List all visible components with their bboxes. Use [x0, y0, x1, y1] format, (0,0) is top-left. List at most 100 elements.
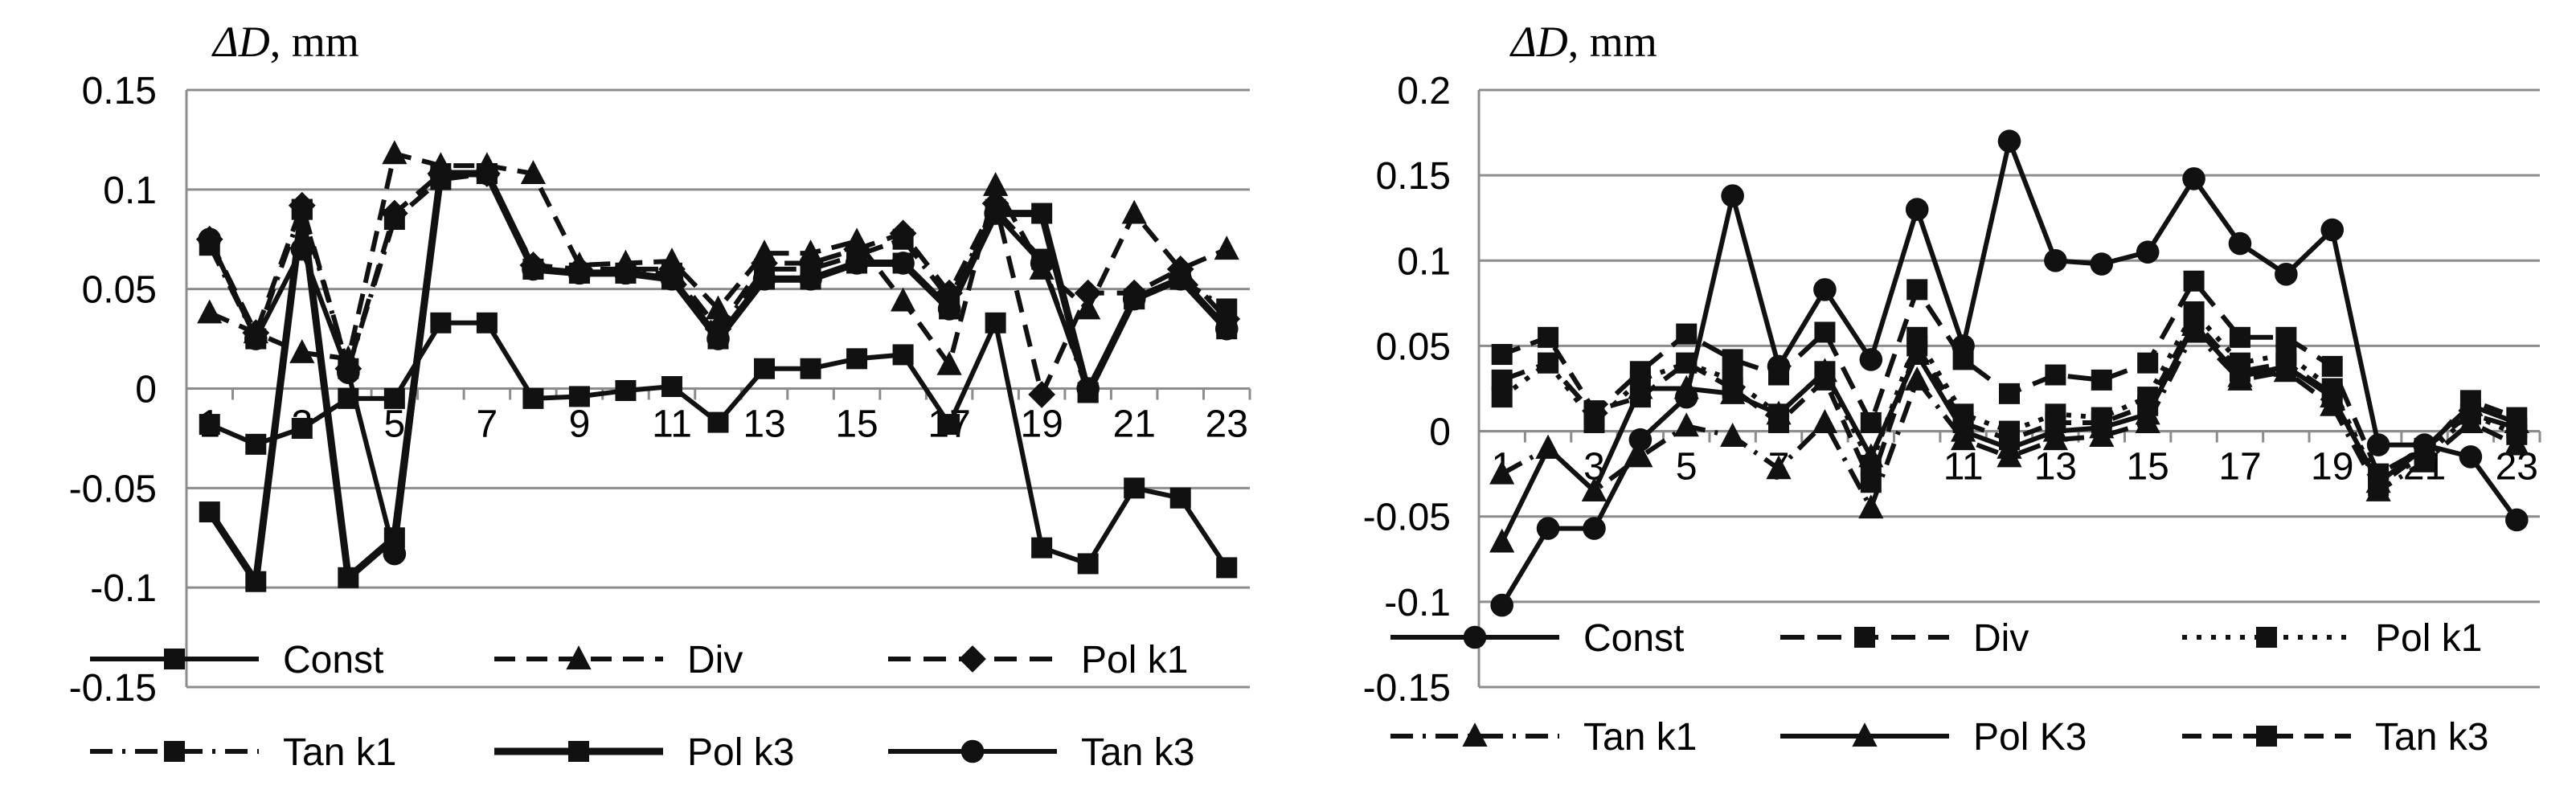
data-point: [2045, 364, 2066, 386]
series-tan-k3: [198, 162, 1239, 566]
data-point: [846, 348, 868, 370]
legend-entry-tan-k1: Tan k1: [90, 731, 396, 774]
data-point: [661, 376, 682, 398]
data-point: [2320, 218, 2345, 242]
legend-entry-tan-k1: Tan k1: [1390, 716, 1697, 759]
data-point: [2182, 167, 2205, 190]
legend-label: Pol K3: [1973, 716, 2087, 759]
legend: Const Div Pol k1 Tan k1 Pol k3 Tan k3: [90, 639, 1194, 774]
data-point: [1768, 364, 1790, 386]
legend-label: Const: [1583, 617, 1684, 660]
x-tick-label: 21: [1113, 403, 1156, 446]
data-point: [2183, 309, 2205, 331]
data-point: [1813, 278, 1837, 301]
data-point: [1031, 537, 1053, 559]
data-point: [754, 358, 776, 379]
data-point: [430, 312, 452, 334]
data-point: [1999, 383, 2020, 404]
data-point: [568, 386, 590, 407]
data-point: [1628, 428, 1652, 452]
data-point: [1722, 349, 1743, 370]
data-point: [707, 411, 729, 433]
data-point: [1535, 434, 1561, 459]
data-point: [383, 208, 405, 230]
data-point: [2091, 369, 2112, 391]
data-point: [983, 171, 1009, 196]
data-point: [2275, 262, 2298, 286]
data-point: [522, 257, 545, 281]
data-point: [1722, 378, 1743, 399]
data-point: [2137, 395, 2159, 416]
data-point: [1673, 374, 1699, 399]
chart-title-symbol: ΔD: [211, 18, 270, 66]
data-point: [1581, 477, 1607, 501]
data-point: [198, 227, 222, 252]
data-point: [1124, 477, 1145, 499]
data-point: [1583, 400, 1605, 422]
data-point: [245, 433, 267, 455]
data-point: [939, 414, 960, 436]
right-chart-panel: ΔD, mm0.20.150.10.050-0.05-0.1-0.1513579…: [1363, 18, 2541, 759]
data-point: [1906, 279, 1928, 301]
data-point: [2183, 270, 2205, 292]
data-point: [614, 261, 637, 285]
data-point: [891, 252, 915, 275]
legend-entry-tan-k3: Tan k3: [2182, 716, 2488, 759]
series-line: [207, 171, 1229, 557]
data-point: [1720, 423, 1746, 447]
chart-title: ΔD, mm: [1509, 18, 1657, 66]
data-point: [2505, 508, 2529, 532]
y-tick-label: 0.2: [1397, 70, 1451, 113]
data-point: [1489, 460, 1515, 485]
chart-title-unit: , mm: [270, 18, 359, 66]
legend-marker: [164, 741, 185, 762]
legend-marker: [1463, 625, 1487, 649]
data-point: [845, 252, 869, 275]
legend-label: Div: [1973, 617, 2029, 660]
data-point: [429, 162, 453, 186]
data-point: [1676, 323, 1698, 345]
legend-label: Pol k1: [1081, 639, 1188, 681]
y-tick-label: 0.1: [1397, 240, 1451, 283]
data-point: [1814, 321, 1836, 343]
data-point: [2136, 240, 2160, 264]
legend-entry-pol-k1: Pol k1: [2182, 617, 2482, 660]
legend-marker: [568, 741, 589, 762]
data-point: [2459, 390, 2481, 411]
legend-label: Tan k3: [2375, 716, 2488, 759]
data-point: [2091, 411, 2112, 433]
data-point: [1814, 369, 1836, 391]
y-tick-label: -0.15: [69, 667, 157, 710]
legend-entry-pol-k3: Pol k3: [494, 731, 794, 774]
data-point: [1721, 184, 1744, 207]
data-point: [1214, 317, 1239, 341]
data-point: [799, 267, 822, 291]
data-point: [1489, 528, 1515, 553]
y-tick-label: 0.1: [103, 170, 157, 212]
data-point: [1169, 487, 1191, 509]
data-point: [1028, 381, 1056, 408]
data-point: [985, 312, 1006, 334]
data-point: [2228, 231, 2252, 256]
legend-marker: [960, 739, 985, 763]
data-point: [1860, 411, 1882, 433]
y-tick-label: 0: [135, 369, 157, 411]
legend-entry-div: Div: [494, 639, 743, 681]
data-point: [1768, 411, 1790, 433]
x-tick-label: 19: [1020, 403, 1063, 446]
data-point: [2459, 445, 2483, 469]
data-point: [890, 287, 916, 312]
legend-label: Pol k3: [687, 731, 794, 774]
legend-marker: [566, 645, 592, 669]
data-point: [291, 198, 313, 220]
data-point: [338, 567, 359, 588]
data-point: [984, 202, 1007, 225]
data-point: [1673, 412, 1699, 437]
data-point: [2458, 409, 2484, 433]
y-tick-label: -0.1: [90, 567, 157, 610]
data-point: [1169, 267, 1193, 291]
data-point: [337, 361, 360, 384]
legend: Const Div Pol k1 Tan k1 Pol K3 Tan k3: [1390, 617, 2488, 759]
x-tick-label: 13: [2034, 446, 2077, 489]
